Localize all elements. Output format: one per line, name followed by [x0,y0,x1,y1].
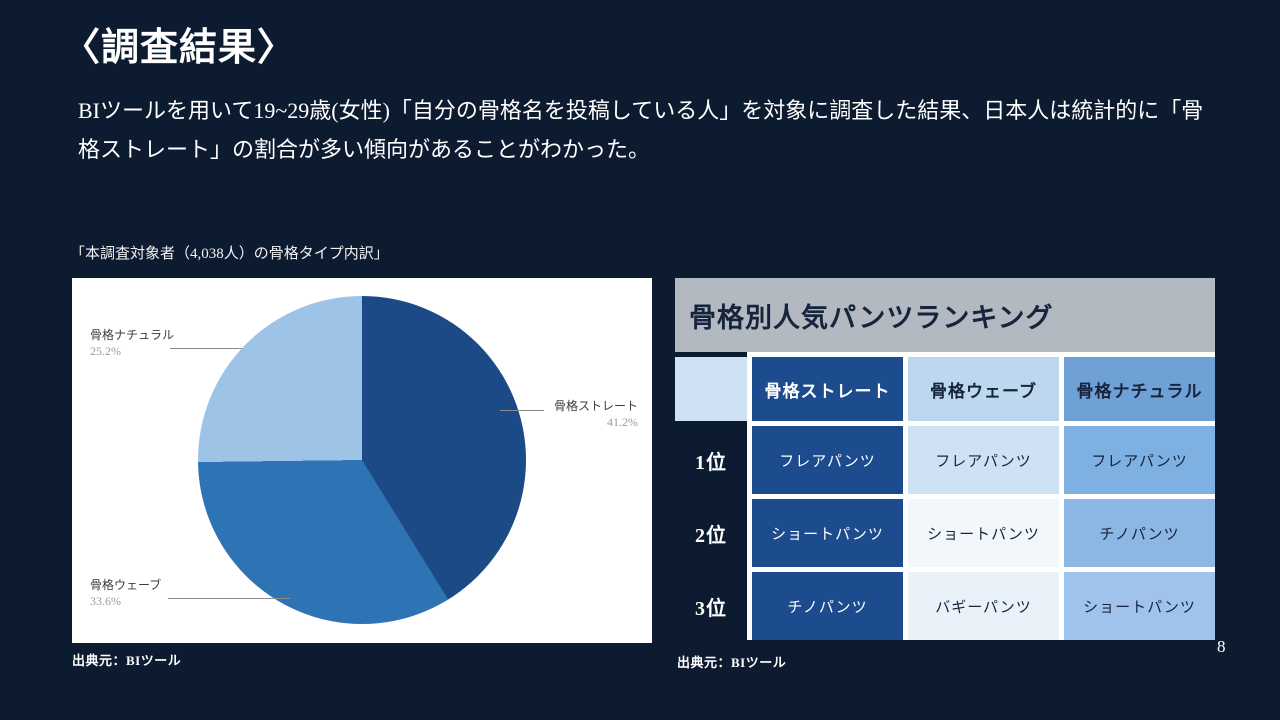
table-cell-straight-1: フレアパンツ [752,426,903,494]
ranking-table-grid: 骨格ストレート 骨格ウェーブ 骨格ナチュラル 1位 フレアパンツ フレアパンツ … [675,352,1215,640]
leader-line-straight [500,410,544,411]
pie-label-wave: 骨格ウェーブ 33.6% [90,578,161,609]
table-cell-wave-3: バギーパンツ [908,572,1059,640]
pie-label-natural-percent: 25.2% [90,343,121,358]
corner-cell [675,357,747,421]
page-number: 8 [1217,637,1226,656]
ranking-table-title: 骨格別人気パンツランキング [675,278,1215,352]
leader-line-natural [170,348,242,349]
rank-label-1: 1位 [695,451,727,474]
rank-label-2: 2位 [695,524,727,547]
table-cell-natural-2: チノパンツ [1064,499,1215,567]
table-source: 出典元：BIツール [677,655,787,670]
pie-label-wave-name: 骨格ウェーブ [90,578,162,592]
pie-label-wave-percent: 33.6% [90,593,121,608]
leader-line-wave [168,598,290,599]
pie-label-straight: 骨格ストレート 41.2% [546,399,638,430]
pie-chart-panel: 骨格ナチュラル 25.2% 骨格ストレート 41.2% 骨格ウェーブ 33.6% [72,278,652,643]
table-cell-wave-2: ショートパンツ [908,499,1059,567]
body-text: BIツールを用いて19~29歳(女性)「自分の骨格名を投稿している人」を対象に調… [78,98,1204,162]
column-header-straight: 骨格ストレート [752,357,903,421]
table-cell-natural-1: フレアパンツ [1064,426,1215,494]
column-header-wave: 骨格ウェーブ [908,357,1059,421]
pie-label-straight-name: 骨格ストレート [553,399,638,413]
pie-chart [198,296,526,624]
pie-label-natural-name: 骨格ナチュラル [90,328,175,342]
table-cell-straight-3: チノパンツ [752,572,903,640]
table-cell-wave-1: フレアパンツ [908,426,1059,494]
column-header-natural: 骨格ナチュラル [1064,357,1215,421]
ranking-table: 骨格別人気パンツランキング 骨格ストレート 骨格ウェーブ 骨格ナチュラル 1位 … [675,278,1215,640]
pie-label-natural: 骨格ナチュラル 25.2% [90,328,174,359]
pie-source: 出典元：BIツール [72,653,182,668]
rank-label-3: 3位 [695,597,727,620]
pie-caption: 「本調査対象者（4,038人）の骨格タイプ内訳」 [70,246,389,262]
pie-label-straight-percent: 41.2% [607,414,638,429]
table-cell-natural-3: ショートパンツ [1064,572,1215,640]
table-cell-straight-2: ショートパンツ [752,499,903,567]
slide-title: 〈調査結果〉 [62,27,297,69]
